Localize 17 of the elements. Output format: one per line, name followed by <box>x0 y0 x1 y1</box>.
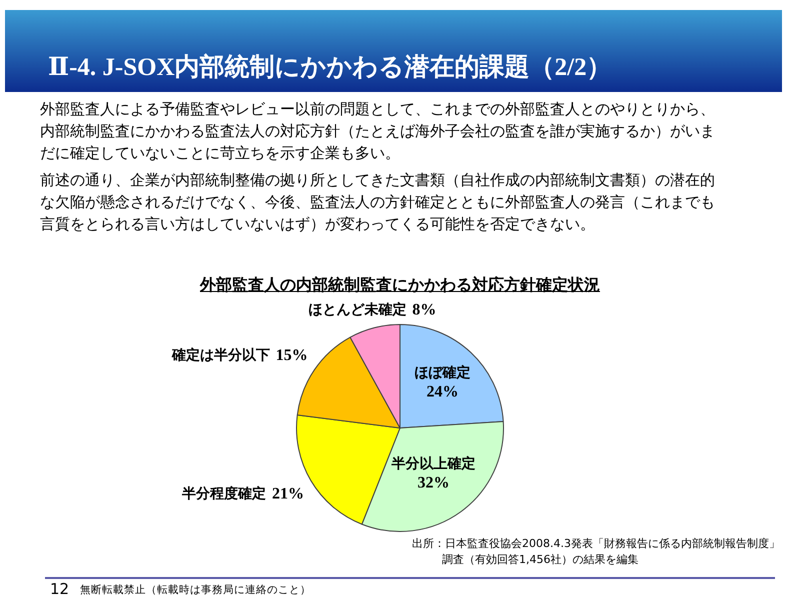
slice-label: ほとんど未確定 <box>308 301 406 318</box>
data-label: 8% <box>412 302 436 319</box>
slice-label: 確定は半分以下 <box>170 346 270 364</box>
text: 12 <box>50 580 70 598</box>
text: 無断転載禁止（転載時は事務局に連絡のこと） <box>80 583 311 597</box>
data-label: 24% <box>426 383 459 400</box>
text: 出所：日本監査役協会2008.4.3発表「財務報告に係る内部統制報告制度」調査（有効回答1,456社）の結果を編集 <box>412 536 780 568</box>
slice-label: 半分以上確定 <box>390 455 476 472</box>
text: 外部監査人による予備監査やレビュー以前の問題として、これまでの外部監査人とのやりとりから、内部統制監査にかかわる監査法人の対応方針（たとえば海外子会社の監査を誰が実施するか）がいまだに確定していないことに苛立ちを示す企業も多い。 <box>40 99 716 164</box>
slice-label: ほぼ確定 <box>414 364 471 381</box>
data-label: 15% <box>276 346 308 364</box>
chart-title: Ⅱ-4. J-SOX内部統制にかかわる潜在的課題（2/2） <box>48 53 612 83</box>
slice-label: 半分程度確定 <box>181 484 266 502</box>
text: 前述の通り、企業が内部統制整備の拠り所としてきた文書類（自社作成の内部統制文書類）の潜在的な欠陥が懸念されるだけでなく、今後、監査法人の方針確定とともに外部監査人の発言（これまでも言質をとられる言い方はしていないはず）が変わってくる可能性を否定できない。 <box>40 170 716 235</box>
data-label: 21% <box>272 485 304 502</box>
chart-subtitle: 外部監査人の内部統制監査にかかわる対応方針確定状況 <box>200 275 600 294</box>
data-label: 32% <box>417 474 450 492</box>
